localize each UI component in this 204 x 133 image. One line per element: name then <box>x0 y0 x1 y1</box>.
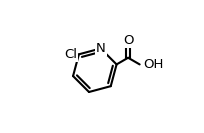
Text: OH: OH <box>143 58 163 71</box>
Text: N: N <box>95 42 105 55</box>
Text: O: O <box>122 34 133 47</box>
Text: Cl: Cl <box>63 48 76 61</box>
